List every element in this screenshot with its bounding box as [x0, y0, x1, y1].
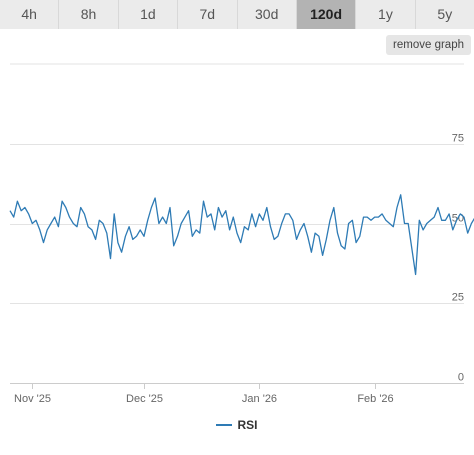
tab-5y[interactable]: 5y	[415, 0, 474, 29]
tab-120d[interactable]: 120d	[296, 0, 357, 29]
legend-label-rsi: RSI	[237, 418, 258, 432]
y-tick-label-0: 0	[458, 372, 464, 384]
y-tick-label-25: 25	[452, 292, 464, 304]
x-tick-label-0: Nov '25	[14, 393, 51, 405]
remove-graph-button[interactable]: remove graph	[386, 35, 471, 55]
legend-line-icon	[216, 424, 233, 426]
tab-30d[interactable]: 30d	[237, 0, 297, 29]
tab-8h[interactable]: 8h	[59, 0, 119, 29]
time-range-tabs: 4h 8h 1d 7d 30d 120d 1y 5y	[0, 0, 474, 29]
y-tick-label-75: 75	[452, 133, 464, 145]
x-tick-label-2: Jan '26	[242, 393, 277, 405]
x-tick-label-3: Feb '26	[357, 393, 393, 405]
chart-legend[interactable]: RSI	[0, 418, 474, 432]
series-line-rsi	[9, 194, 474, 276]
tab-7d[interactable]: 7d	[178, 0, 238, 29]
tab-1d[interactable]: 1d	[118, 0, 179, 29]
tab-1y[interactable]: 1y	[356, 0, 416, 29]
x-tick-label-1: Dec '25	[126, 393, 163, 405]
tab-4h[interactable]: 4h	[0, 0, 60, 29]
